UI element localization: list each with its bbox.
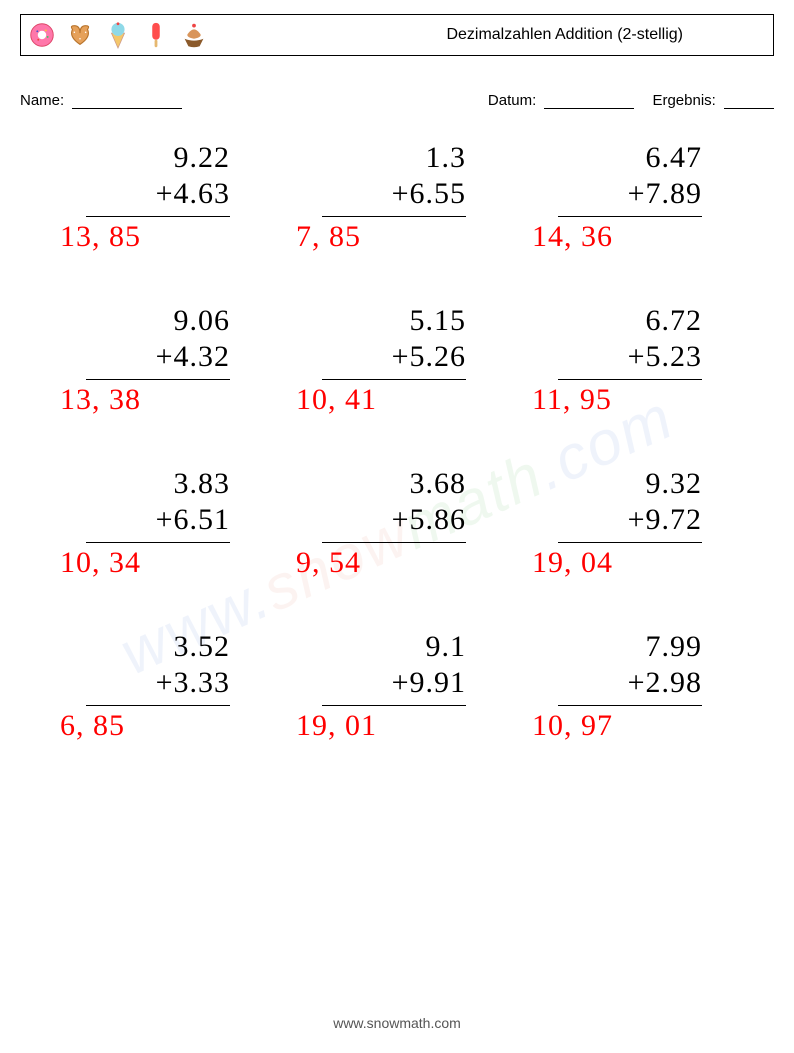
operand-2: +2.98 — [628, 665, 702, 701]
operand-2: +4.32 — [156, 339, 230, 375]
problem-stack: 9.32+9.72 — [558, 466, 702, 543]
operand-1: 3.68 — [410, 466, 467, 502]
problem-stack: 9.1+9.91 — [322, 629, 466, 706]
answer: 14, 36 — [530, 219, 613, 255]
answer: 13, 38 — [58, 382, 141, 418]
answer: 9, 54 — [294, 545, 361, 581]
footer-url: www.snowmath.com — [0, 1015, 794, 1031]
answer: 11, 95 — [530, 382, 612, 418]
operand-2: +5.86 — [392, 502, 466, 538]
problem: 9.1+9.9119, 01 — [294, 629, 500, 744]
info-line: Name: Datum: Ergebnis: — [20, 92, 774, 109]
operand-2: +9.91 — [392, 665, 466, 701]
name-blank — [72, 95, 182, 109]
answer: 10, 97 — [530, 708, 613, 744]
problem: 3.83+6.5110, 34 — [58, 466, 264, 581]
problem-stack: 9.06+4.32 — [86, 303, 230, 380]
problem-rule — [558, 542, 702, 543]
problem: 3.68+5.869, 54 — [294, 466, 500, 581]
problem-rule — [322, 705, 466, 706]
date-label: Datum: — [488, 92, 536, 109]
problem-rule — [86, 216, 230, 217]
problem-rule — [322, 216, 466, 217]
problem-rule — [86, 542, 230, 543]
operand-2: +4.63 — [156, 176, 230, 212]
operand-2: +5.23 — [628, 339, 702, 375]
operand-2: +9.72 — [628, 502, 702, 538]
problem: 6.72+5.2311, 95 — [530, 303, 736, 418]
problem-rule — [558, 216, 702, 217]
header-icons — [27, 20, 209, 50]
problem-stack: 3.52+3.33 — [86, 629, 230, 706]
problem: 3.52+3.336, 85 — [58, 629, 264, 744]
problem-stack: 6.47+7.89 — [558, 140, 702, 217]
problem: 9.32+9.7219, 04 — [530, 466, 736, 581]
problem-rule — [322, 542, 466, 543]
problem-stack: 3.68+5.86 — [322, 466, 466, 543]
problem-rule — [558, 379, 702, 380]
problem: 1.3+6.557, 85 — [294, 140, 500, 255]
problem-stack: 6.72+5.23 — [558, 303, 702, 380]
popsicle-icon — [141, 20, 171, 50]
problem-rule — [86, 705, 230, 706]
pretzel-icon — [65, 20, 95, 50]
problem: 7.99+2.9810, 97 — [530, 629, 736, 744]
problem-rule — [86, 379, 230, 380]
operand-2: +6.55 — [392, 176, 466, 212]
operand-1: 3.52 — [174, 629, 231, 665]
answer: 19, 04 — [530, 545, 613, 581]
problem-rule — [558, 705, 702, 706]
icecream-icon — [103, 20, 133, 50]
answer: 10, 41 — [294, 382, 377, 418]
answer: 10, 34 — [58, 545, 141, 581]
answer: 6, 85 — [58, 708, 125, 744]
operand-1: 9.22 — [174, 140, 231, 176]
operand-2: +3.33 — [156, 665, 230, 701]
operand-1: 9.06 — [174, 303, 231, 339]
operand-2: +6.51 — [156, 502, 230, 538]
sundae-icon — [179, 20, 209, 50]
problems-grid: 9.22+4.6313, 851.3+6.557, 856.47+7.8914,… — [58, 140, 736, 744]
answer: 13, 85 — [58, 219, 141, 255]
problem: 5.15+5.2610, 41 — [294, 303, 500, 418]
answer: 7, 85 — [294, 219, 361, 255]
name-label: Name: — [20, 92, 64, 109]
operand-1: 9.1 — [426, 629, 467, 665]
operand-1: 1.3 — [426, 140, 467, 176]
operand-1: 9.32 — [646, 466, 703, 502]
answer: 19, 01 — [294, 708, 377, 744]
problem-stack: 5.15+5.26 — [322, 303, 466, 380]
problem-stack: 3.83+6.51 — [86, 466, 230, 543]
problem-stack: 7.99+2.98 — [558, 629, 702, 706]
problem-stack: 1.3+6.55 — [322, 140, 466, 217]
operand-2: +5.26 — [392, 339, 466, 375]
worksheet-title: Dezimalzahlen Addition (2-stellig) — [446, 26, 683, 44]
operand-1: 7.99 — [646, 629, 703, 665]
problem: 9.22+4.6313, 85 — [58, 140, 264, 255]
date-blank — [544, 95, 634, 109]
operand-2: +7.89 — [628, 176, 702, 212]
operand-1: 3.83 — [174, 466, 231, 502]
result-label: Ergebnis: — [652, 92, 715, 109]
donut-icon — [27, 20, 57, 50]
operand-1: 5.15 — [410, 303, 467, 339]
result-blank — [724, 95, 774, 109]
problem-rule — [322, 379, 466, 380]
operand-1: 6.72 — [646, 303, 703, 339]
problem: 9.06+4.3213, 38 — [58, 303, 264, 418]
problem: 6.47+7.8914, 36 — [530, 140, 736, 255]
problem-stack: 9.22+4.63 — [86, 140, 230, 217]
operand-1: 6.47 — [646, 140, 703, 176]
header-box: Dezimalzahlen Addition (2-stellig) — [20, 14, 774, 56]
